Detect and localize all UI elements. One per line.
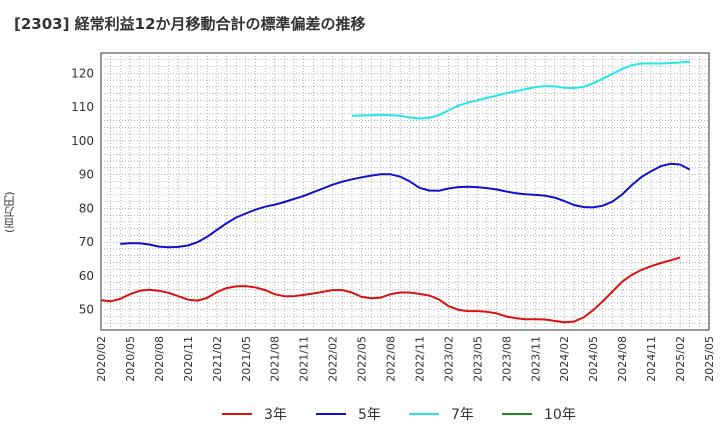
y-tick-label: 120 [71, 66, 94, 80]
y-tick-label: 50 [79, 303, 94, 317]
x-tick-label: 2024/08 [616, 336, 629, 382]
x-tick-label: 2022/08 [385, 336, 398, 382]
legend-label: 10年 [544, 407, 576, 423]
y-tick-label: 70 [79, 235, 94, 249]
legend-label: 3年 [264, 407, 287, 423]
y-tick-label: 80 [79, 201, 94, 215]
x-tick-label: 2024/05 [587, 336, 600, 382]
y-tick-label: 60 [79, 269, 94, 283]
series-line-0 [100, 256, 681, 324]
x-tick-label: 2024/02 [558, 336, 571, 382]
x-tick-label: 2021/11 [298, 336, 311, 382]
legend-label: 7年 [451, 407, 474, 423]
legend-item: 5年 [316, 402, 381, 426]
x-tick-label: 2022/11 [413, 336, 426, 382]
legend-item: 10年 [502, 402, 576, 426]
x-tick-label: 2022/02 [327, 336, 340, 382]
legend-label: 5年 [358, 407, 381, 423]
grid [101, 53, 709, 330]
legend-item: 7年 [409, 402, 474, 426]
x-tick-label: 2023/02 [442, 336, 455, 382]
x-tick-label: 2025/02 [674, 336, 687, 382]
legend-swatch [316, 413, 346, 415]
legend-item: 3年 [222, 402, 287, 426]
legend-swatch [502, 413, 532, 415]
x-tick-label: 2020/08 [153, 336, 166, 382]
chart-title: [2303] 経常利益12か月移動合計の標準偏差の推移 [14, 15, 366, 33]
y-tick-label: 90 [79, 168, 94, 182]
x-tick-label: 2024/11 [645, 336, 658, 382]
y-tick-label: 110 [71, 100, 94, 114]
legend-swatch [222, 413, 252, 415]
series-lines [100, 60, 691, 324]
series-line-2 [351, 60, 690, 120]
x-tick-label: 2020/05 [124, 336, 137, 382]
x-tick-label: 2021/02 [211, 336, 224, 382]
x-tick-label: 2021/05 [240, 336, 253, 382]
x-tick-label: 2020/02 [95, 336, 108, 382]
x-tick-label: 2020/11 [182, 336, 195, 382]
legend: 3年 5年 7年 10年 [0, 402, 720, 426]
x-tick-labels: 2020/02 2020/05 2020/08 2020/11 2021/02 2021/… [95, 336, 716, 382]
x-tick-label: 2022/05 [356, 336, 369, 382]
series-line-1 [120, 162, 691, 249]
y-tick-label: 100 [71, 134, 94, 148]
y-tick-labels: 50 60 70 80 90 100 110 120 [71, 66, 94, 316]
x-tick-label: 2023/05 [471, 336, 484, 382]
plot-area [100, 52, 710, 331]
x-tick-label: 2023/08 [500, 336, 513, 382]
x-tick-label: 2025/05 [703, 336, 716, 382]
legend-swatch [409, 413, 439, 415]
x-tick-label: 2021/08 [269, 336, 282, 382]
x-tick-label: 2023/11 [529, 336, 542, 382]
